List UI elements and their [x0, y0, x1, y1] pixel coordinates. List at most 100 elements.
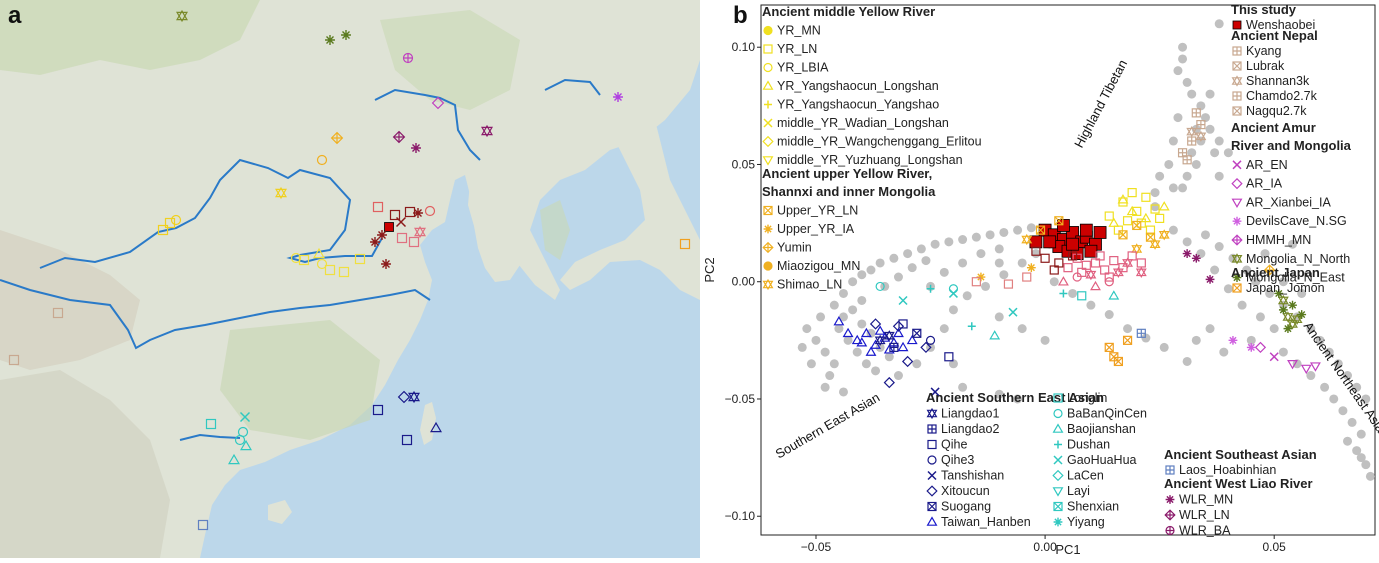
legend-item-label: Upper_YR_LN — [777, 204, 858, 218]
legend-item-label: Chamdo2.7k — [1246, 89, 1318, 103]
legend-item-label: Mongolia_N_East — [1246, 271, 1345, 285]
reference-point — [1178, 54, 1188, 64]
map-marker — [613, 92, 623, 102]
reference-point — [820, 382, 830, 392]
map-terrain-1 — [0, 0, 260, 75]
sample-point — [1008, 307, 1018, 317]
sample-point — [898, 295, 908, 306]
axis-ticks: −0.05 0.00 0.05 −0.10 −0.05 0.00 0.05 0.10 — [725, 40, 1287, 554]
reference-point — [1049, 277, 1059, 287]
map-marker — [395, 216, 407, 228]
sample-point — [889, 342, 899, 352]
sample-point — [1132, 220, 1142, 231]
sample-point — [1090, 280, 1101, 291]
sample-point — [1059, 289, 1068, 298]
reference-point — [1246, 335, 1256, 345]
sample-point — [1228, 335, 1238, 345]
legend-item-label: Qihe — [941, 438, 967, 452]
legend-title: Ancient West Liao River — [1164, 476, 1313, 491]
legend-symbol — [763, 261, 773, 271]
reference-point — [1182, 77, 1192, 87]
reference-point — [1278, 347, 1288, 357]
panel-b-label: b — [733, 2, 748, 29]
reference-point — [889, 253, 899, 263]
river-yellow — [39, 158, 383, 269]
legend-item-label: Longlin — [1067, 391, 1107, 405]
reference-point — [857, 295, 867, 305]
reference-point — [857, 319, 867, 329]
legend-symbol — [762, 241, 774, 254]
legend-item-label: AR_Xianbei_IA — [1246, 195, 1331, 209]
map-terrain-3 — [220, 320, 380, 440]
reference-point — [1150, 188, 1160, 198]
river-yangtze — [0, 279, 431, 350]
sample-point — [1205, 274, 1215, 284]
reference-point — [1068, 288, 1078, 298]
reference-point — [958, 235, 968, 245]
legend-item-label: WLR_LN — [1179, 508, 1230, 522]
sample-point — [1127, 188, 1137, 198]
legend-symbol — [764, 100, 772, 109]
sample-point — [1104, 272, 1114, 282]
legend-item-label: Wenshaobei — [1246, 18, 1315, 32]
reference-point — [1356, 453, 1366, 463]
sample-point — [989, 330, 1001, 340]
legend-item-label: Taiwan_Hanben — [941, 515, 1031, 529]
sample-point — [1182, 249, 1192, 258]
reference-point — [1242, 265, 1252, 275]
legend-symbol — [1053, 517, 1063, 527]
legend-item-label: Xitoucun — [941, 484, 990, 498]
sample-point — [898, 319, 908, 329]
sample-point — [1136, 328, 1146, 338]
legend-symbol — [1164, 509, 1176, 521]
map-marker — [377, 230, 387, 240]
sample-point — [1158, 201, 1170, 211]
sample-point — [1118, 263, 1128, 273]
legend-item-label: YR_Yangshaocun_Yangshao — [777, 98, 939, 112]
reference-point — [1200, 113, 1210, 123]
sample-point — [1067, 251, 1078, 261]
sample-point — [1003, 279, 1014, 289]
reference-point — [884, 352, 894, 362]
sample-point — [1122, 216, 1133, 226]
reference-point — [1297, 288, 1307, 298]
legend-symbol — [927, 501, 937, 512]
legend-item-label: Nagqu2.7k — [1246, 104, 1307, 118]
legend-item-label: DevilsCave_N.SG — [1246, 214, 1347, 228]
sample-point — [901, 355, 914, 368]
map-marker — [430, 421, 442, 433]
reference-point — [1150, 202, 1160, 212]
reference-point — [1182, 237, 1192, 247]
map-marker — [397, 390, 411, 404]
reference-point — [1214, 136, 1224, 146]
sample-point — [1077, 291, 1087, 301]
sample-point — [1104, 211, 1114, 221]
map-marker — [52, 307, 64, 319]
sample-point — [1081, 260, 1091, 270]
legend-symbol — [927, 470, 937, 481]
reference-point — [1123, 324, 1133, 334]
legend-item-label: Tanshishan — [941, 469, 1004, 483]
legend-symbol — [763, 25, 773, 36]
sample-point — [1043, 235, 1057, 249]
reference-point — [921, 256, 931, 266]
legend-title: Ancient Amur — [1231, 120, 1316, 135]
legend-item-label: Baojianshan — [1067, 422, 1136, 436]
legend-item-label: Layi — [1067, 484, 1090, 498]
reference-point — [866, 265, 876, 275]
legend-item-label: YR_LN — [777, 42, 817, 56]
reference-point — [1338, 406, 1348, 416]
reference-point — [1187, 148, 1197, 158]
sample-point — [1140, 212, 1152, 223]
river-amur — [374, 88, 481, 161]
reference-point — [994, 312, 1004, 322]
reference-point — [861, 359, 871, 369]
reference-point — [1141, 333, 1151, 343]
reference-point — [1182, 356, 1192, 366]
sample-point — [1079, 223, 1093, 237]
pca-panel: −0.05 0.00 0.05 −0.10 −0.05 0.00 0.05 0.10 High… — [700, 0, 1379, 558]
sample-point — [1029, 235, 1043, 249]
map-marker — [389, 209, 401, 221]
legend-item-label: Kyang — [1246, 44, 1281, 58]
legend-symbol — [926, 485, 938, 497]
